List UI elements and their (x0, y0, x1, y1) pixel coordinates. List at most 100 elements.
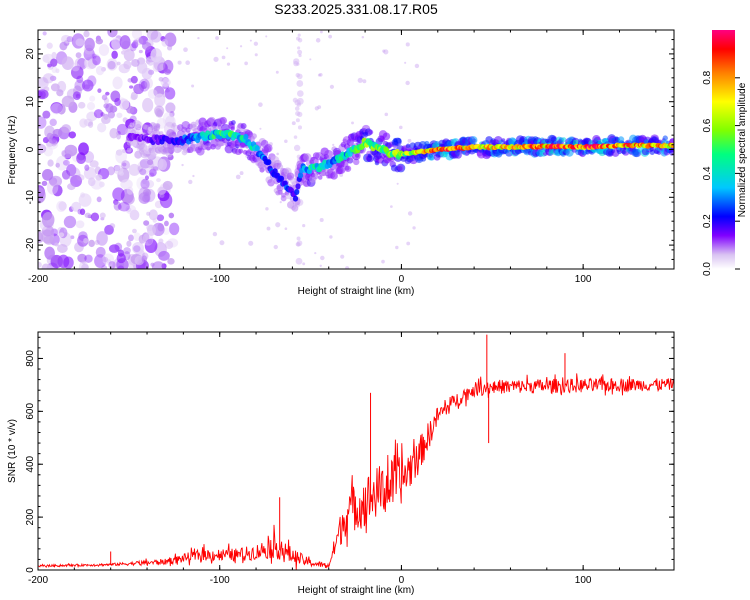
spectrogram-noise-point (87, 58, 97, 69)
spectrogram-noise-point (157, 186, 167, 195)
spectrogram-noise-point (144, 77, 154, 89)
spectrogram-noise-point (315, 38, 321, 43)
spectrogram-noise-point (158, 250, 170, 261)
spectrogram-noise-point (41, 77, 46, 83)
spectrogram-noise-point (117, 265, 124, 269)
spectrogram-noise-point (64, 144, 78, 157)
spectrogram-noise-point (83, 166, 97, 180)
spectrogram-noise-point (38, 90, 43, 98)
spectrogram-noise-point (381, 259, 385, 264)
spectrogram-noise-point (42, 73, 55, 84)
spectrogram-noise-point (75, 220, 85, 229)
spectrogram-noise-point (215, 36, 219, 40)
spectrogram-noise-point (296, 236, 301, 241)
spectrogram-noise-point (49, 175, 63, 187)
spectrogram-halo-point (134, 121, 143, 130)
spectrogram-noise-point (66, 164, 77, 177)
spectrogram-halo-point (395, 137, 402, 144)
spectrogram-noise-point (340, 254, 345, 259)
spectrogram-noise-point (319, 218, 324, 223)
spectrogram-halo-point (397, 164, 404, 172)
spectrogram-noise-point (258, 102, 263, 107)
spectrogram-noise-point (55, 162, 60, 168)
spectrogram-halo-point (324, 149, 334, 159)
spectrogram-noise-point (291, 121, 296, 126)
spectrogram-halo-point (291, 205, 299, 212)
spectrogram-ytick-label: 20 (25, 48, 36, 60)
spectrogram-noise-point (101, 264, 108, 269)
spectrogram-noise-point (93, 109, 104, 119)
spectrogram-noise-point (147, 159, 154, 166)
spectrogram-noise-point (87, 121, 94, 128)
spectrogram-noise-point (50, 58, 58, 67)
spectrogram-noise-point (71, 201, 82, 212)
spectrogram-noise-point (284, 227, 288, 231)
spectrogram-noise-point (55, 155, 68, 171)
spectrogram-noise-point (248, 240, 254, 246)
spectrogram-halo-point (159, 131, 164, 136)
spectrogram-xtick-label: 0 (399, 274, 405, 285)
spectrogram-noise-point (41, 169, 54, 181)
spectrogram-noise-point (89, 160, 99, 168)
spectrogram-ytick-label: 0 (25, 146, 36, 152)
spectrogram-xtick-label: 100 (575, 274, 592, 285)
spectrogram-noise-point (86, 102, 96, 111)
spectrogram-noise-point (197, 36, 200, 40)
snr-ytick-label: 200 (25, 508, 36, 525)
spectrogram-noise-point (123, 60, 132, 70)
spectrogram-halo-point (204, 143, 212, 151)
spectrogram-noise-point (137, 165, 143, 172)
spectrogram-halo-point (429, 154, 435, 161)
spectrogram-noise-point (163, 94, 167, 98)
spectrogram-noise-point (77, 208, 82, 215)
spectrogram-noise-point (88, 239, 95, 248)
spectrogram-noise-point (404, 61, 407, 64)
spectrogram-noise-point (279, 201, 282, 204)
spectrogram-halo-point (318, 175, 323, 180)
spectrogram-noise-point (275, 222, 281, 228)
spectrogram-noise-point (136, 61, 148, 74)
spectrogram-halo-point (355, 153, 360, 158)
spectrogram-halo-point (310, 156, 315, 161)
spectrogram-noise-point (38, 78, 48, 86)
spectrogram-halo-point (376, 154, 382, 160)
spectrogram-noise-point (52, 184, 63, 197)
spectrogram-noise-point (146, 211, 151, 216)
spectrogram-noise-point (61, 56, 74, 71)
spectrogram-noise-point (50, 102, 63, 114)
spectrogram-noise-point (273, 244, 278, 250)
spectrogram-halo-point (251, 133, 257, 139)
spectrogram-noise-point (297, 125, 302, 130)
spectrogram-noise-point (249, 39, 252, 42)
spectrogram-noise-point (265, 207, 269, 211)
spectrogram-noise-point (101, 94, 108, 101)
spectrogram-ridge-point (292, 195, 299, 202)
spectrogram-noise-point (147, 224, 156, 236)
spectrogram-noise-point (302, 262, 306, 266)
spectrogram-noise-point (161, 38, 169, 47)
spectrogram-noise-point (81, 258, 86, 265)
spectrogram-noise-point (162, 180, 173, 191)
spectrogram-ridge-point (254, 145, 260, 152)
spectrogram-noise-point (122, 193, 135, 205)
spectrogram-noise-point (414, 63, 420, 69)
spectrogram-noise-point (146, 30, 159, 40)
spectrogram-noise-point (42, 54, 50, 63)
spectrogram-ridge-point (294, 188, 300, 195)
spectrogram-noise-point (384, 112, 389, 117)
spectrogram-halo-point (230, 126, 235, 131)
spectrogram-noise-point (111, 50, 118, 59)
spectrogram-noise-point (83, 237, 89, 244)
spectrogram-halo-point (550, 136, 557, 143)
spectrogram-noise-point (122, 162, 127, 167)
spectrogram-noise-point (97, 122, 107, 133)
spectrogram-noise-point (185, 60, 191, 66)
spectrogram-noise-point (293, 58, 300, 65)
spectrogram-noise-point (132, 242, 144, 255)
spectrogram-noise-point (168, 212, 175, 219)
colorbar-tick-label: 0.4 (702, 166, 713, 180)
spectrogram-noise-point (130, 75, 138, 84)
spectrogram-noise-point (181, 163, 184, 167)
